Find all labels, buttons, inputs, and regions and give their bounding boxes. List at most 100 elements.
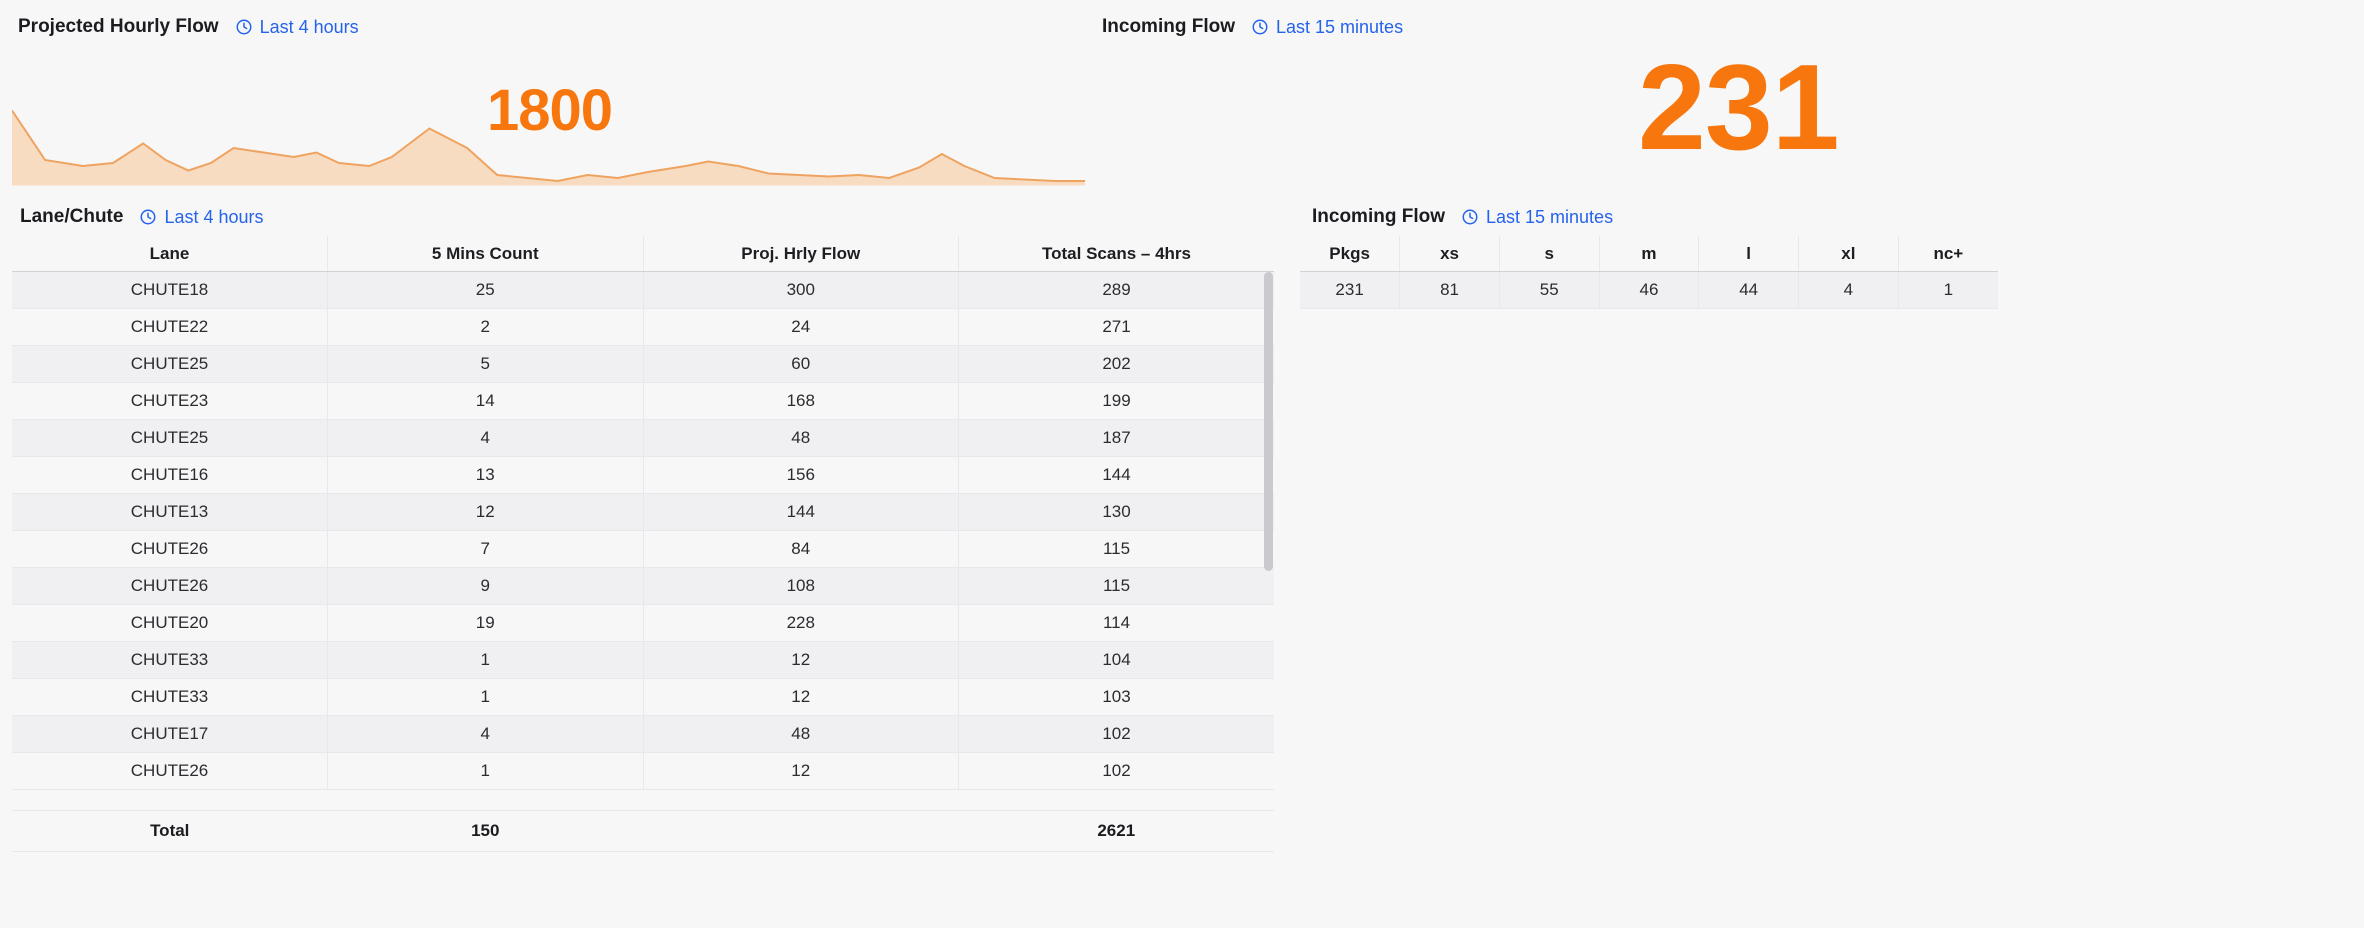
col-header-total-scans: Total Scans – 4hrs <box>958 236 1274 272</box>
incoming-table-cell: 46 <box>1598 271 1699 309</box>
lane-table-cell: 84 <box>642 530 959 568</box>
lane-table-cell: 9 <box>327 567 643 605</box>
projected-flow-timerange-badge[interactable]: Last 4 hours <box>235 17 359 38</box>
incoming-table-cell: 4 <box>1798 271 1899 309</box>
lane-table-cell: 144 <box>642 493 959 531</box>
col-header-l: l <box>1698 236 1799 272</box>
incoming-flow-header: Incoming Flow Last 15 minutes <box>1312 206 1613 228</box>
incoming-flow-timerange-badge[interactable]: Last 15 minutes <box>1461 207 1613 228</box>
lane-table-cell: CHUTE26 <box>12 567 328 605</box>
lane-table-cell: 48 <box>642 419 959 457</box>
lane-table-cell: 1 <box>327 678 643 716</box>
lane-table-cell: 12 <box>327 493 643 531</box>
lane-table-cell: 12 <box>642 641 959 679</box>
lane-chute-header: Lane/Chute Last 4 hours <box>20 206 264 228</box>
lane-table-cell: CHUTE20 <box>12 604 328 642</box>
lane-table-cell: 24 <box>642 308 959 346</box>
lane-table-row: CHUTE26 1 12 102 <box>12 752 1274 790</box>
table-scrollbar[interactable] <box>1264 272 1273 571</box>
total-proj-hrly-flow <box>643 810 959 852</box>
lane-table-cell: CHUTE25 <box>12 419 328 457</box>
lane-table-cell: 115 <box>958 530 1274 568</box>
projected-flow-title: Projected Hourly Flow <box>18 16 219 37</box>
incoming-table-cell: 1 <box>1897 271 1998 309</box>
lane-table-row: CHUTE23 14 168 199 <box>12 382 1274 420</box>
lane-table-cell: 199 <box>958 382 1274 420</box>
projected-flow-header: Projected Hourly Flow Last 4 hours <box>18 16 359 38</box>
lane-table-cell: 4 <box>327 715 643 753</box>
lane-table-cell: 102 <box>958 715 1274 753</box>
lane-table-cell: 12 <box>642 752 959 790</box>
lane-table-cell: 14 <box>327 382 643 420</box>
col-header-lane: Lane <box>12 236 328 272</box>
lane-table-cell: CHUTE25 <box>12 345 328 383</box>
incoming-flow-timerange-label-top: Last 15 minutes <box>1276 16 1404 37</box>
lane-table-cell: CHUTE23 <box>12 382 328 420</box>
incoming-table-header-row: Pkgs xs s m l xl nc+ <box>1300 236 1998 272</box>
lane-table-cell: 12 <box>642 678 959 716</box>
clock-icon <box>1461 208 1479 226</box>
lane-table-row: CHUTE16 13 156 144 <box>12 456 1274 494</box>
incoming-table-cell: 55 <box>1498 271 1600 309</box>
lane-table-cell: CHUTE18 <box>12 271 328 309</box>
lane-table-row: CHUTE18 25 300 289 <box>12 271 1274 309</box>
lane-table-cell: 60 <box>642 345 959 383</box>
lane-table-cell: 271 <box>958 308 1274 346</box>
lane-table-row: CHUTE22 2 24 271 <box>12 308 1274 346</box>
lane-table-cell: 108 <box>642 567 959 605</box>
incoming-table-cell: 231 <box>1300 271 1400 309</box>
lane-table-cell: 1 <box>327 641 643 679</box>
lane-table-cell: 289 <box>958 271 1274 309</box>
lane-table-cell: 7 <box>327 530 643 568</box>
lane-table-row: CHUTE33 1 12 103 <box>12 678 1274 716</box>
lane-table-row: CHUTE20 19 228 114 <box>12 604 1274 642</box>
lane-table-cell: 156 <box>642 456 959 494</box>
lane-table-cell: 115 <box>958 567 1274 605</box>
lane-table-cell: CHUTE33 <box>12 678 328 716</box>
lane-table-cell: 5 <box>327 345 643 383</box>
lane-chute-table: Lane 5 Mins Count Proj. Hrly Flow Total … <box>12 236 1274 852</box>
col-header-pkgs: Pkgs <box>1300 236 1400 272</box>
lane-table-cell: 1 <box>327 752 643 790</box>
incoming-flow-title: Incoming Flow <box>1312 206 1445 227</box>
lane-table-cell: 48 <box>642 715 959 753</box>
incoming-flow-table: Pkgs xs s m l xl nc+ 231 81 55 46 44 4 1 <box>1300 236 1998 309</box>
lane-table-cell: 168 <box>642 382 959 420</box>
incoming-flow-table-container: Pkgs xs s m l xl nc+ 231 81 55 46 44 4 1 <box>1300 236 1998 309</box>
lane-table-cell: 19 <box>327 604 643 642</box>
lane-chute-timerange-badge[interactable]: Last 4 hours <box>139 207 264 228</box>
lane-table-header-row: Lane 5 Mins Count Proj. Hrly Flow Total … <box>12 236 1274 272</box>
incoming-table-row: 231 81 55 46 44 4 1 <box>1300 271 1998 309</box>
lane-table-cell: CHUTE33 <box>12 641 328 679</box>
incoming-table-cell: 81 <box>1399 271 1500 309</box>
col-header-s: s <box>1498 236 1600 272</box>
lane-table-cell: 13 <box>327 456 643 494</box>
lane-table-cell: CHUTE17 <box>12 715 328 753</box>
lane-table-spacer-row <box>12 789 1274 811</box>
lane-chute-title: Lane/Chute <box>20 206 124 227</box>
lane-table-cell: CHUTE13 <box>12 493 328 531</box>
lane-table-cell: CHUTE26 <box>12 752 328 790</box>
col-header-m: m <box>1598 236 1699 272</box>
col-header-proj-hrly-flow: Proj. Hrly Flow <box>642 236 959 272</box>
incoming-table-cell: 44 <box>1698 271 1799 309</box>
lane-table-cell: 202 <box>958 345 1274 383</box>
clock-icon <box>235 18 253 36</box>
incoming-flow-value: 231 <box>1638 39 1840 175</box>
incoming-flow-timerange-label: Last 15 minutes <box>1486 206 1614 227</box>
lane-table-row: CHUTE25 5 60 202 <box>12 345 1274 383</box>
total-5mins-count: 150 <box>327 810 643 852</box>
col-header-nc-plus: nc+ <box>1897 236 1998 272</box>
lane-table-cell: 4 <box>327 419 643 457</box>
lane-table-cell: CHUTE22 <box>12 308 328 346</box>
incoming-flow-title-top: Incoming Flow <box>1102 16 1235 37</box>
lane-table-cell: CHUTE26 <box>12 530 328 568</box>
projected-hourly-flow-value: 1800 <box>487 78 613 143</box>
col-header-5mins-count: 5 Mins Count <box>327 236 643 272</box>
lane-table-cell: CHUTE16 <box>12 456 328 494</box>
lane-table-cell: 228 <box>642 604 959 642</box>
lane-table-row: CHUTE13 12 144 130 <box>12 493 1274 531</box>
lane-table-cell: 103 <box>958 678 1274 716</box>
incoming-flow-timerange-badge-top[interactable]: Last 15 minutes <box>1251 17 1403 38</box>
total-scans: 2621 <box>958 810 1274 852</box>
